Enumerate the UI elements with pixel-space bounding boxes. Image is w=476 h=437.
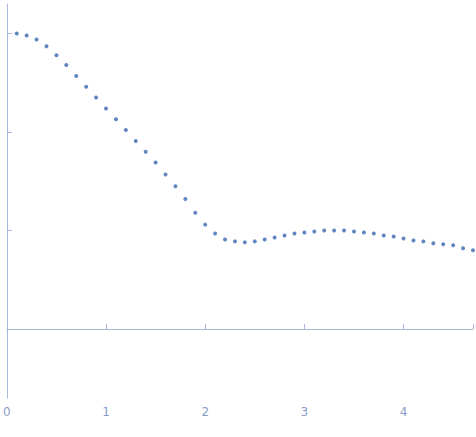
svg-text:4: 4 bbox=[400, 405, 408, 419]
svg-text:0: 0 bbox=[3, 405, 11, 419]
svg-text:2: 2 bbox=[201, 405, 209, 419]
svg-text:3: 3 bbox=[301, 405, 309, 419]
svg-text:1: 1 bbox=[102, 405, 110, 419]
